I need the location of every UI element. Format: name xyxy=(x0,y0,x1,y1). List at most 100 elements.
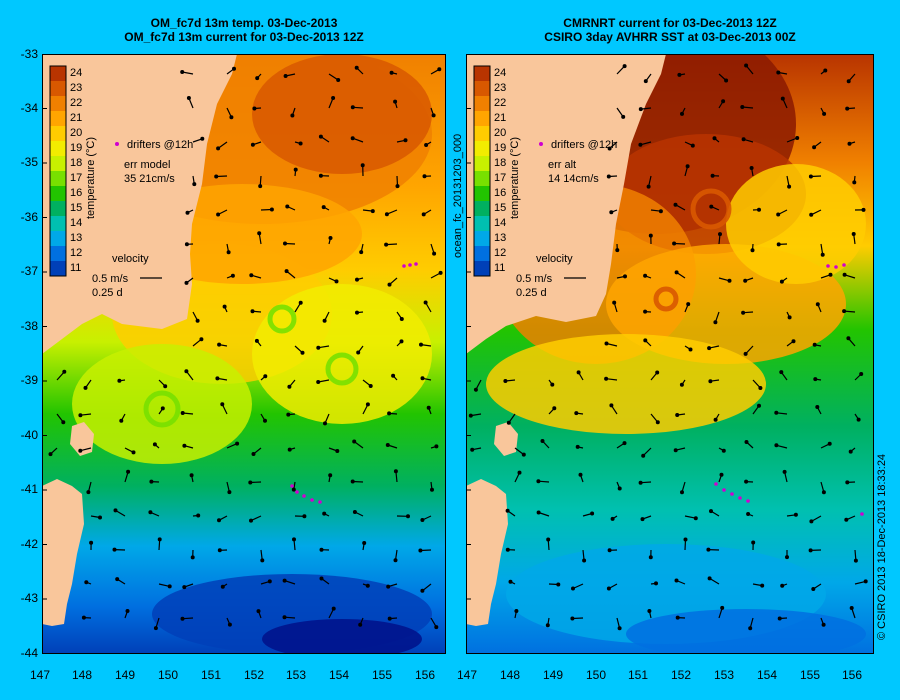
velocity-arrow-head xyxy=(719,472,724,477)
velocity-arrow-head xyxy=(846,79,851,84)
colorbar-swatch xyxy=(50,231,66,246)
velocity-arrow-head xyxy=(258,184,263,189)
velocity-arrow-head xyxy=(721,448,726,453)
velocity-arrow-head xyxy=(847,141,852,146)
temperature-colorbar: 24 23 22 21 20 19 18 17 16 15 14 13 12 11 temperature … xyxy=(473,65,521,277)
lon-label: 150 xyxy=(585,668,607,682)
eddy-feature xyxy=(143,390,181,428)
velocity-arrow-head xyxy=(683,537,688,542)
velocity-arrow-head xyxy=(287,384,292,389)
lon-label: 153 xyxy=(285,668,307,682)
eddy-feature xyxy=(653,286,679,312)
tasmania-land xyxy=(466,479,508,626)
velocity-arrow-head xyxy=(256,609,261,614)
velocity-arrow-head xyxy=(112,547,117,552)
velocity-arrow-head xyxy=(190,555,195,560)
velocity-arrow-head xyxy=(321,205,326,210)
velocity-arrow-head xyxy=(686,302,691,307)
velocity-arrow-head xyxy=(749,165,754,170)
lon-label: 152 xyxy=(670,668,692,682)
colorbar-tick-label: 20 xyxy=(70,127,82,139)
velocity-arrow-head xyxy=(119,418,124,423)
velocity-arrow-head xyxy=(393,558,398,563)
velocity-arrow-head xyxy=(844,517,849,522)
velocity-arrow-head xyxy=(423,300,428,305)
velocity-arrow-head xyxy=(434,444,439,449)
velocity-arrow-head xyxy=(293,167,298,172)
velocity-arrow-head xyxy=(335,449,340,454)
colorbar-swatch xyxy=(474,201,490,216)
lat-label: -35 xyxy=(20,155,38,169)
velocity-arrow-head xyxy=(226,250,231,255)
velocity-arrow-head xyxy=(403,138,408,143)
velocity-arrow-head xyxy=(776,212,781,217)
velocity-arrow-head xyxy=(708,379,713,384)
velocity-arrow-head xyxy=(508,579,513,584)
drifter-point xyxy=(408,263,412,267)
velocity-arrow-head xyxy=(199,337,204,342)
velocity-arrow-head xyxy=(791,339,796,344)
velocity-arrow-head xyxy=(648,233,653,238)
velocity-arrow-head xyxy=(126,469,131,474)
velocity-arrow-head xyxy=(78,448,83,453)
colorbar-tick-label: 16 xyxy=(494,187,506,199)
velocity-arrow-head xyxy=(640,517,645,522)
velocity-arrow-head xyxy=(227,622,232,627)
drifter-point xyxy=(738,496,742,500)
velocity-arrow-head xyxy=(646,184,651,189)
velocity-arrow-head xyxy=(570,616,575,621)
colorbar-tick-label: 12 xyxy=(70,247,82,259)
velocity-arrow-head xyxy=(282,578,287,583)
velocity-scale: 0.5 m/s xyxy=(516,273,553,285)
velocity-arrow-head xyxy=(638,107,643,112)
velocity-arrow-head xyxy=(720,605,725,610)
drifter-point xyxy=(414,262,418,266)
velocity-arrow-head xyxy=(609,403,614,408)
velocity-arrow-head xyxy=(267,579,272,584)
velocity-arrow-head xyxy=(217,548,222,553)
velocity-arrow-head xyxy=(740,104,745,109)
lat-label: -44 xyxy=(20,646,38,660)
velocity-arrow-head xyxy=(368,384,373,389)
colorbar-tick-label: 19 xyxy=(494,142,506,154)
velocity-arrow-head xyxy=(331,606,336,611)
drifter-point xyxy=(834,265,838,269)
colorbar-tick-label: 15 xyxy=(494,202,506,214)
colorbar-swatch xyxy=(50,66,66,81)
velocity-arrow-head xyxy=(822,111,827,116)
velocity-arrow-head xyxy=(710,173,715,178)
drifter-point xyxy=(860,512,864,516)
error-value: 14 14cm/s xyxy=(548,173,599,185)
velocity-arrow-head xyxy=(787,315,792,320)
velocity-arrow-head xyxy=(852,180,857,185)
temperature-feature xyxy=(626,609,866,654)
velocity-arrow-head xyxy=(316,380,321,385)
drifter-point xyxy=(402,264,406,268)
velocity-arrow-head xyxy=(431,113,436,118)
velocity-arrow-head xyxy=(152,442,157,447)
velocity-arrow-head xyxy=(355,310,360,315)
temperature-feature xyxy=(72,344,252,464)
velocity-arrow-head xyxy=(674,270,679,275)
velocity-arrow-head xyxy=(249,518,254,523)
velocity-arrow-head xyxy=(808,548,813,553)
velocity-arrow-head xyxy=(395,184,400,189)
velocity-arrow-head xyxy=(184,369,189,374)
velocity-arrow-head xyxy=(252,106,257,111)
error-title: err alt xyxy=(548,159,576,171)
velocity-arrow-head xyxy=(230,273,235,278)
velocity-arrow-head xyxy=(615,248,620,253)
colorbar-swatch xyxy=(474,246,490,261)
velocity-arrow-head xyxy=(621,114,626,119)
velocity-arrow-head xyxy=(389,70,394,75)
lon-label: 154 xyxy=(328,668,350,682)
velocity-arrow-head xyxy=(473,387,478,392)
velocity-arrow-head xyxy=(365,402,370,407)
velocity-arrow-head xyxy=(760,583,765,588)
drifter-point xyxy=(730,492,734,496)
velocity-arrow-head xyxy=(724,78,729,83)
lat-label: -34 xyxy=(20,101,38,115)
velocity-arrow-head xyxy=(249,273,254,278)
velocity-arrow-head xyxy=(780,583,785,588)
velocity-arrow-head xyxy=(424,142,429,147)
